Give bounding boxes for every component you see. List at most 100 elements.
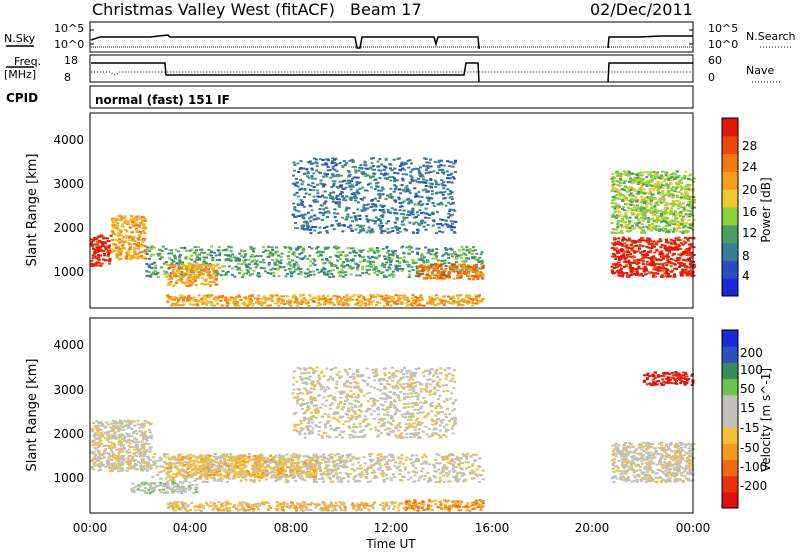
heatmap-cell — [128, 239, 132, 242]
heatmap-cell — [119, 449, 123, 452]
heatmap-cell — [656, 180, 660, 183]
heatmap-cell — [622, 206, 625, 209]
heatmap-cell — [659, 267, 663, 270]
heatmap-cell — [300, 201, 304, 204]
heatmap-cell — [374, 216, 378, 219]
heatmap-cell — [457, 263, 461, 266]
heatmap-cell — [273, 252, 277, 255]
heatmap-cell — [172, 263, 176, 266]
heatmap-cell — [209, 264, 213, 267]
heatmap-cell — [402, 218, 406, 221]
heatmap-cell — [319, 182, 323, 185]
heatmap-cell — [184, 282, 188, 285]
heatmap-cell — [330, 225, 334, 227]
heatmap-cell — [659, 259, 663, 262]
heatmap-cell — [641, 253, 645, 256]
heatmap-cell — [107, 246, 111, 249]
heatmap-cell — [125, 461, 129, 463]
heatmap-cell — [186, 299, 190, 302]
heatmap-cell — [369, 186, 373, 189]
heatmap-cell — [637, 265, 641, 268]
heatmap-cell — [647, 246, 651, 249]
heatmap-cell — [692, 177, 696, 180]
heatmap-cell — [276, 300, 280, 303]
heatmap-cell — [118, 469, 122, 472]
heatmap-cell — [631, 266, 635, 269]
heatmap-cell — [358, 249, 362, 252]
heatmap-cell — [195, 256, 199, 259]
heatmap-cell — [186, 269, 189, 272]
heatmap-cell — [134, 429, 138, 432]
heatmap-cell — [150, 437, 154, 440]
heatmap-cell — [334, 164, 338, 167]
heatmap-cell — [347, 175, 351, 178]
heatmap-cell — [112, 444, 116, 447]
heatmap-cell — [471, 278, 475, 281]
heatmap-cell — [451, 264, 455, 267]
heatmap-cell — [356, 208, 360, 211]
heatmap-cell — [374, 203, 377, 206]
heatmap-cell — [232, 302, 236, 305]
heatmap-cell — [187, 294, 191, 297]
heatmap-cell — [366, 255, 370, 258]
heatmap-cell — [459, 269, 463, 272]
heatmap-cell — [679, 212, 683, 215]
heatmap-cell — [692, 199, 696, 202]
heatmap-cell — [130, 446, 134, 448]
heatmap-cell — [299, 245, 303, 248]
heatmap-cell — [191, 272, 195, 275]
heatmap-cell — [671, 196, 675, 199]
heatmap-cell — [166, 283, 170, 286]
heatmap-cell — [362, 303, 366, 306]
heatmap-cell — [643, 269, 647, 271]
heatmap-cell — [636, 258, 640, 261]
heatmap-cell — [139, 232, 143, 235]
heatmap-cell — [396, 157, 400, 160]
heatmap-cell — [671, 212, 675, 215]
heatmap-cell — [167, 257, 171, 260]
heatmap-cell — [103, 450, 106, 453]
heatmap-cell — [190, 283, 194, 285]
heatmap-cell — [428, 182, 432, 185]
heatmap-cell — [455, 301, 459, 303]
heatmap-cell — [439, 264, 443, 267]
heatmap-cell — [367, 268, 371, 271]
heatmap-cell — [642, 188, 646, 191]
heatmap-cell — [376, 200, 380, 202]
heatmap-cell — [271, 248, 275, 251]
heatmap-cell — [181, 299, 185, 302]
heatmap-cell — [291, 296, 295, 299]
heatmap-cell — [173, 274, 177, 277]
heatmap-cell — [272, 272, 276, 275]
heatmap-cell — [682, 215, 685, 218]
heatmap-cell — [627, 190, 631, 193]
heatmap-cell — [457, 294, 461, 297]
heatmap-cell — [675, 182, 679, 185]
heatmap-cell — [647, 218, 651, 221]
heatmap-cell — [118, 433, 122, 436]
heatmap-cell — [118, 219, 122, 222]
heatmap-cell — [244, 298, 248, 301]
heatmap-cell — [398, 205, 402, 208]
heatmap-cell — [401, 213, 405, 216]
heatmap-cell — [359, 304, 363, 307]
heatmap-cell — [417, 258, 421, 261]
heatmap-cell — [651, 260, 655, 263]
heatmap-cell — [125, 230, 129, 233]
heatmap-cell — [170, 262, 174, 265]
heatmap-cell — [413, 216, 417, 219]
heatmap-cell — [354, 169, 358, 172]
heatmap-cell — [388, 295, 392, 298]
heatmap-cell — [129, 218, 133, 221]
heatmap-cell — [194, 249, 198, 252]
heatmap-cell — [649, 171, 653, 174]
heatmap-cell — [440, 301, 444, 304]
heatmap-cell — [361, 173, 365, 176]
heatmap-cell — [615, 247, 619, 250]
heatmap-cell — [682, 259, 686, 262]
heatmap-cell — [405, 304, 409, 307]
heatmap-cell — [409, 303, 413, 306]
heatmap-cell — [634, 273, 638, 276]
heatmap-cell — [445, 170, 449, 173]
heatmap-cell — [127, 251, 131, 254]
